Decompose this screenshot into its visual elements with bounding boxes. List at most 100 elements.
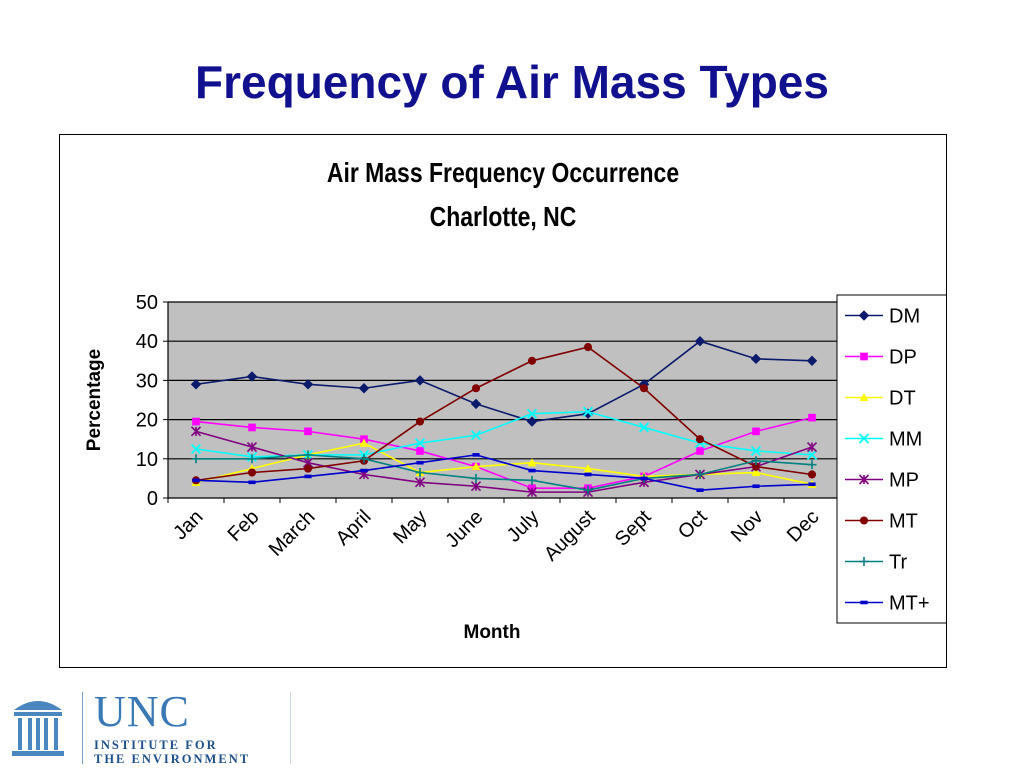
logo-line-1: INSTITUTE FOR bbox=[94, 738, 218, 752]
x-tick-label: June bbox=[441, 506, 487, 552]
data-point bbox=[526, 416, 538, 427]
x-axis-title: Month bbox=[464, 622, 521, 643]
legend-label: MM bbox=[889, 429, 922, 451]
data-point bbox=[470, 481, 482, 492]
x-tick-label: Jan bbox=[169, 506, 207, 544]
data-point bbox=[415, 417, 425, 426]
data-point bbox=[695, 469, 705, 479]
data-point bbox=[807, 460, 817, 470]
data-point bbox=[247, 468, 257, 477]
data-point bbox=[416, 460, 424, 465]
data-point bbox=[528, 468, 536, 473]
legend-marker bbox=[860, 352, 868, 361]
data-point bbox=[192, 478, 200, 483]
data-point bbox=[471, 384, 481, 393]
data-point bbox=[696, 488, 704, 492]
legend-label: DM bbox=[889, 306, 920, 328]
legend-label: Tr bbox=[889, 552, 907, 574]
series-line-dt bbox=[195, 442, 813, 486]
data-point bbox=[191, 454, 201, 464]
data-point bbox=[414, 437, 426, 449]
chart-subtitle: Charlotte, NC bbox=[429, 201, 577, 232]
logo-divider-right bbox=[290, 692, 291, 764]
y-tick-label: 20 bbox=[136, 410, 158, 432]
x-tick-label: April bbox=[332, 506, 376, 550]
legend-marker bbox=[859, 516, 869, 525]
legend-label: DT bbox=[889, 388, 916, 410]
x-tick-label: March bbox=[265, 506, 320, 561]
data-point bbox=[640, 476, 648, 481]
data-point bbox=[751, 468, 761, 477]
chart-svg: 0 10 20 30 40 50 Jan Feb March April May June JulyAu… bbox=[84, 292, 946, 643]
series-line-dm bbox=[195, 340, 813, 423]
data-point bbox=[526, 487, 538, 498]
data-point bbox=[415, 468, 425, 478]
data-point bbox=[751, 462, 761, 471]
legend-marker bbox=[858, 474, 870, 485]
data-point bbox=[696, 447, 704, 455]
y-tick-label: 0 bbox=[147, 488, 158, 510]
legend-marker bbox=[859, 393, 869, 402]
legend-marker bbox=[858, 310, 870, 321]
x-tick-label: Sept bbox=[611, 506, 656, 551]
data-point bbox=[526, 408, 538, 419]
y-tick-label: 40 bbox=[136, 331, 158, 353]
data-point bbox=[359, 454, 369, 464]
data-point bbox=[752, 427, 760, 436]
data-point bbox=[808, 482, 816, 487]
data-point bbox=[694, 335, 706, 347]
data-point bbox=[304, 427, 312, 436]
legend-label: MT+ bbox=[889, 593, 930, 615]
data-point bbox=[807, 470, 817, 479]
slide-title: Frequency of Air Mass Types bbox=[195, 56, 829, 108]
series-line-mp bbox=[195, 430, 813, 493]
legend-marker bbox=[858, 433, 870, 444]
series-line-mt bbox=[195, 346, 813, 482]
legend-label: DP bbox=[889, 347, 917, 369]
x-tick-label: Dec bbox=[783, 506, 824, 547]
x-tick-label: Nov bbox=[727, 506, 768, 547]
data-point bbox=[416, 447, 424, 455]
chart-frame: Air Mass Frequency Occurrence Charlotte,… bbox=[59, 134, 947, 668]
data-point bbox=[583, 343, 593, 352]
data-point bbox=[527, 356, 537, 365]
data-point bbox=[190, 379, 202, 390]
data-point bbox=[302, 379, 314, 390]
unc-logo: UNC INSTITUTE FOR THE ENVIRONMENT bbox=[10, 690, 310, 768]
data-point bbox=[192, 417, 200, 426]
x-tick-label: July bbox=[503, 506, 544, 547]
data-point bbox=[695, 435, 705, 444]
data-point bbox=[583, 464, 593, 473]
data-point bbox=[806, 355, 818, 367]
data-point bbox=[246, 371, 258, 382]
series-line-tr bbox=[196, 454, 813, 491]
data-point bbox=[190, 443, 202, 455]
data-point bbox=[190, 426, 202, 437]
data-point bbox=[414, 477, 426, 488]
data-point bbox=[359, 438, 369, 447]
data-point bbox=[582, 406, 594, 417]
data-point bbox=[471, 473, 481, 483]
logo-unc-text: UNC bbox=[94, 687, 190, 736]
data-point bbox=[584, 472, 592, 477]
data-point bbox=[472, 453, 480, 457]
x-tick-label: May bbox=[389, 506, 431, 548]
data-point bbox=[304, 474, 312, 479]
x-tick-label: Feb bbox=[224, 506, 264, 546]
data-point bbox=[248, 423, 256, 432]
x-tick-label: August bbox=[540, 506, 600, 566]
y-tick-label: 10 bbox=[136, 449, 158, 471]
data-point bbox=[752, 484, 760, 489]
old-well-icon bbox=[12, 701, 64, 756]
logo-divider bbox=[82, 692, 83, 764]
chart-title: Air Mass Frequency Occurrence bbox=[326, 157, 680, 188]
legend-label: MT bbox=[889, 511, 918, 533]
data-point bbox=[414, 375, 426, 386]
data-point bbox=[750, 353, 762, 365]
y-axis-title: Percentage bbox=[84, 349, 105, 451]
data-point bbox=[471, 462, 481, 471]
data-point bbox=[303, 464, 313, 473]
data-point bbox=[360, 468, 368, 473]
data-point bbox=[303, 450, 313, 460]
data-point bbox=[806, 449, 818, 461]
